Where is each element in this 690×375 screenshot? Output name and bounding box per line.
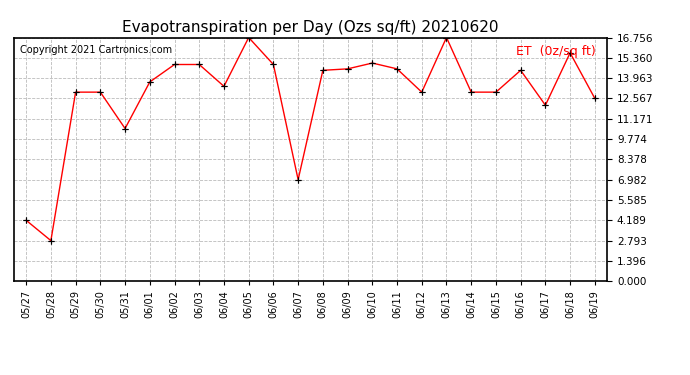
Text: ET  (0z/sq ft): ET (0z/sq ft): [515, 45, 595, 58]
Title: Evapotranspiration per Day (Ozs sq/ft) 20210620: Evapotranspiration per Day (Ozs sq/ft) 2…: [122, 20, 499, 35]
Text: Copyright 2021 Cartronics.com: Copyright 2021 Cartronics.com: [20, 45, 172, 55]
